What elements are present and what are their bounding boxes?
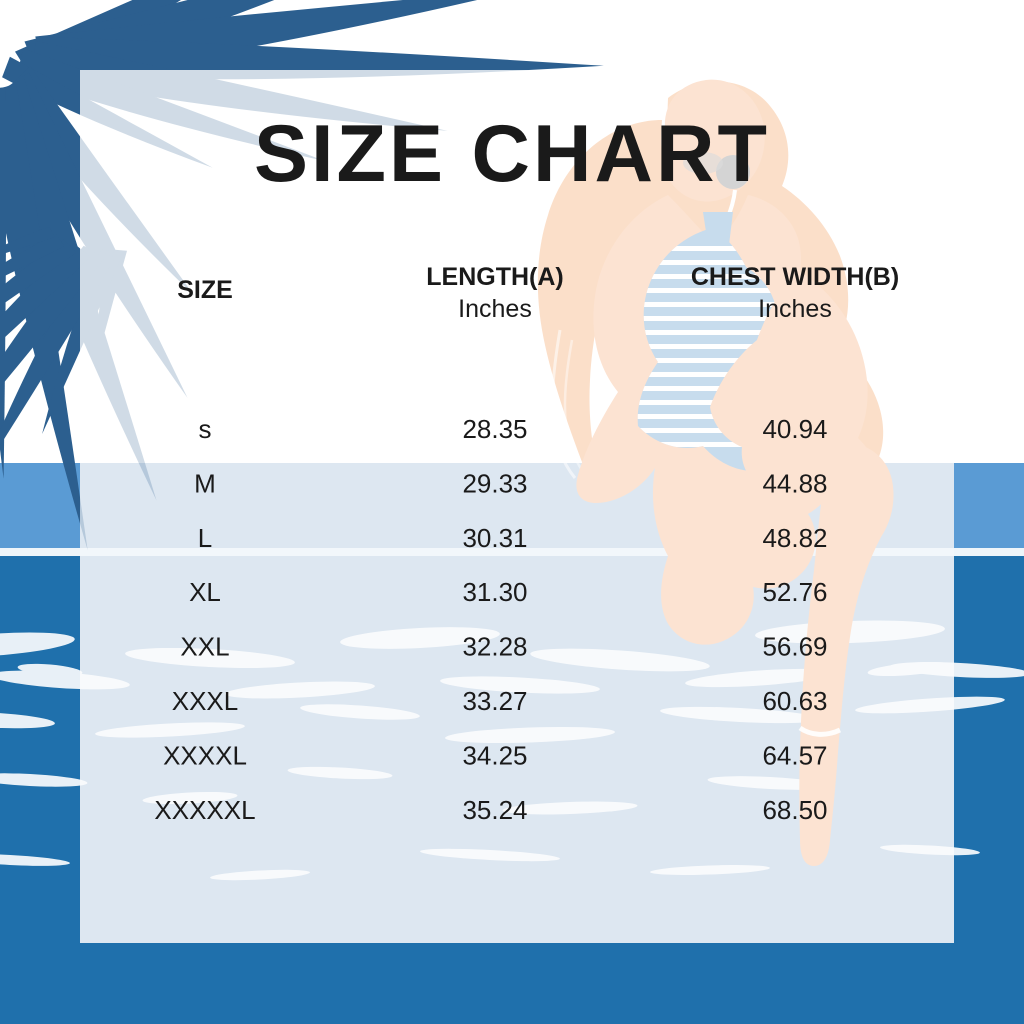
svg-text:Inches: Inches: [458, 295, 532, 323]
svg-text:31.30: 31.30: [462, 577, 527, 607]
svg-text:60.63: 60.63: [762, 686, 827, 716]
svg-text:SIZE CHART: SIZE CHART: [254, 109, 770, 199]
svg-text:s: s: [199, 414, 212, 444]
svg-text:SIZE: SIZE: [177, 276, 233, 304]
svg-text:40.94: 40.94: [762, 414, 827, 444]
svg-text:29.33: 29.33: [462, 468, 527, 498]
svg-text:Inches: Inches: [758, 295, 832, 323]
svg-text:LENGTH(A): LENGTH(A): [426, 263, 563, 291]
svg-text:33.27: 33.27: [462, 686, 527, 716]
svg-text:XXL: XXL: [180, 632, 229, 662]
svg-text:28.35: 28.35: [462, 414, 527, 444]
svg-text:35.24: 35.24: [462, 795, 527, 825]
svg-text:48.82: 48.82: [762, 523, 827, 553]
svg-text:CHEST WIDTH(B): CHEST WIDTH(B): [691, 263, 899, 291]
svg-text:L: L: [198, 523, 212, 553]
svg-text:44.88: 44.88: [762, 468, 827, 498]
svg-text:30.31: 30.31: [462, 523, 527, 553]
svg-text:M: M: [194, 468, 216, 498]
svg-text:32.28: 32.28: [462, 632, 527, 662]
svg-text:64.57: 64.57: [762, 740, 827, 770]
svg-text:XXXL: XXXL: [172, 686, 239, 716]
svg-text:56.69: 56.69: [762, 632, 827, 662]
svg-text:68.50: 68.50: [762, 795, 827, 825]
svg-text:34.25: 34.25: [462, 740, 527, 770]
svg-text:XXXXL: XXXXL: [163, 740, 247, 770]
svg-text:52.76: 52.76: [762, 577, 827, 607]
svg-text:XL: XL: [189, 577, 221, 607]
svg-text:XXXXXL: XXXXXL: [154, 795, 255, 825]
